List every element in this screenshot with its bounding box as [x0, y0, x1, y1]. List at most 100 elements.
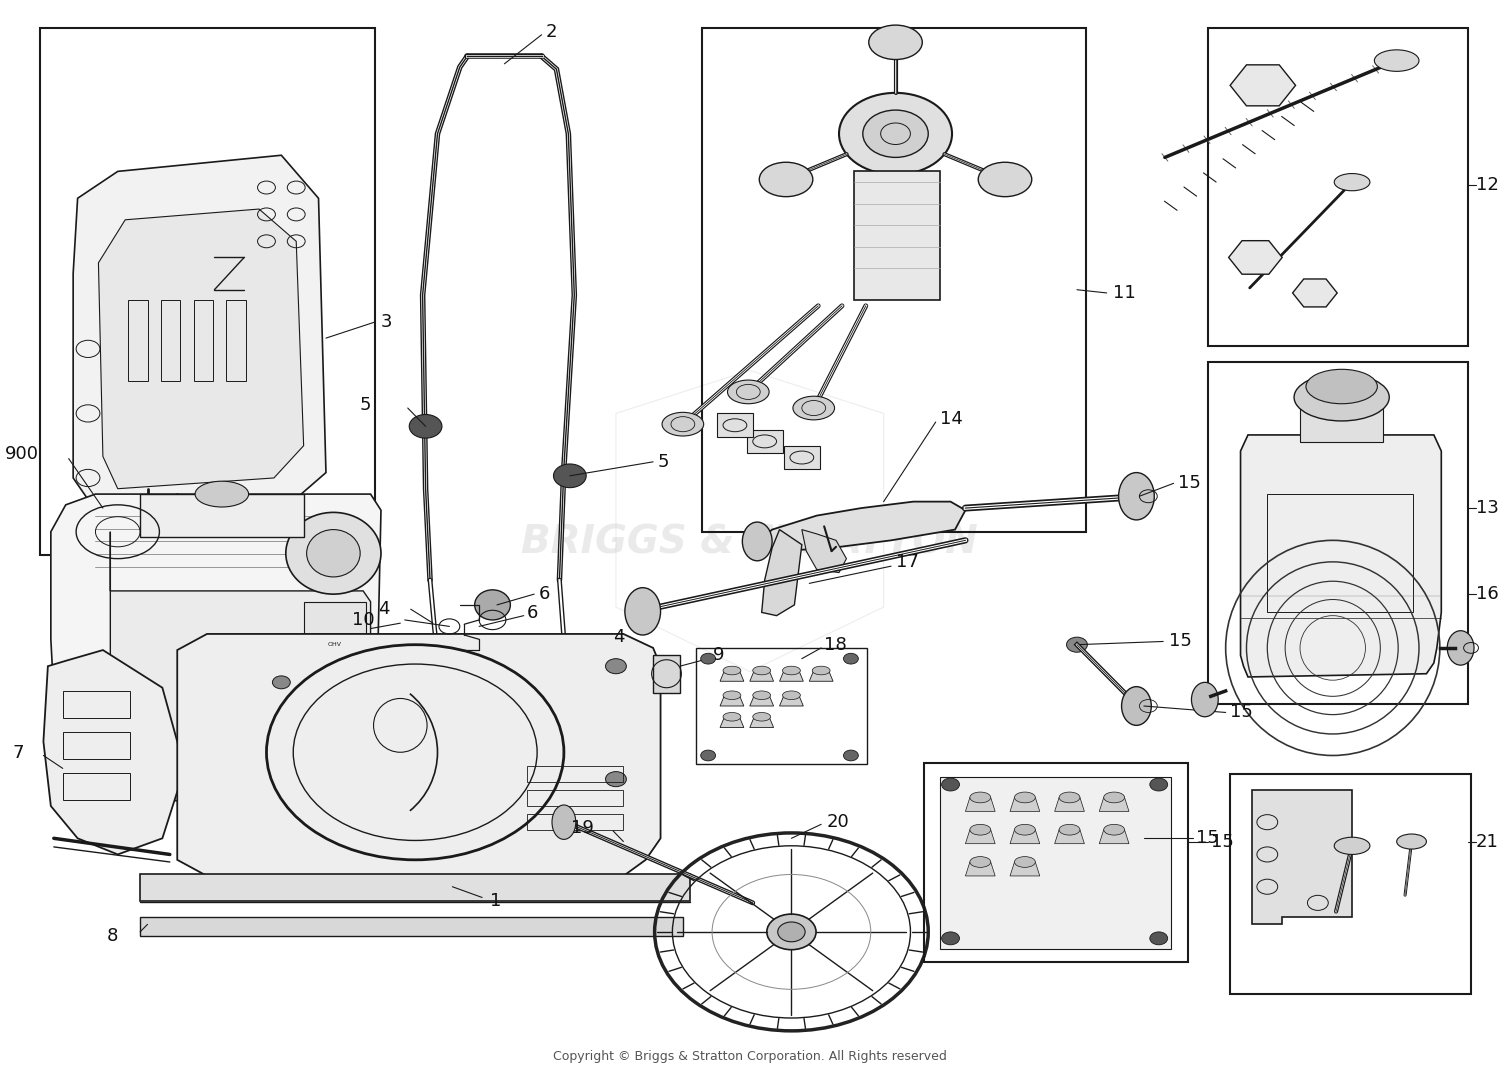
Ellipse shape [1334, 838, 1370, 855]
Ellipse shape [742, 522, 772, 561]
Ellipse shape [306, 529, 360, 577]
Ellipse shape [862, 110, 928, 157]
Ellipse shape [812, 666, 830, 675]
Polygon shape [966, 830, 994, 844]
Text: 17: 17 [896, 553, 918, 571]
Ellipse shape [783, 666, 801, 675]
Ellipse shape [273, 676, 291, 689]
Bar [924, 763, 1188, 962]
Ellipse shape [552, 805, 576, 840]
Ellipse shape [700, 653, 715, 664]
Text: 15: 15 [1196, 829, 1219, 847]
Polygon shape [1054, 797, 1084, 812]
Bar [63, 773, 129, 800]
Ellipse shape [839, 93, 952, 175]
Bar [1300, 408, 1383, 443]
Text: 10: 10 [352, 611, 375, 629]
Bar [696, 648, 867, 764]
Polygon shape [758, 501, 966, 551]
Ellipse shape [1306, 369, 1377, 404]
Ellipse shape [606, 659, 627, 674]
Ellipse shape [843, 653, 858, 664]
Ellipse shape [410, 414, 442, 438]
Text: 900: 900 [4, 445, 39, 463]
Polygon shape [51, 494, 381, 801]
Ellipse shape [474, 590, 510, 620]
Bar [526, 790, 624, 806]
Text: 20: 20 [827, 813, 850, 831]
Ellipse shape [723, 666, 741, 675]
Ellipse shape [1396, 834, 1426, 850]
Polygon shape [720, 717, 744, 728]
Ellipse shape [728, 380, 770, 404]
Ellipse shape [753, 691, 771, 700]
Polygon shape [1240, 435, 1442, 677]
Bar [717, 413, 753, 437]
Ellipse shape [1066, 637, 1088, 652]
Polygon shape [1010, 830, 1040, 844]
Ellipse shape [723, 691, 741, 700]
Text: 14: 14 [940, 410, 963, 427]
Bar [853, 171, 940, 301]
Bar [1208, 28, 1468, 346]
Text: 18: 18 [824, 636, 848, 653]
Text: 21: 21 [1476, 832, 1498, 851]
Ellipse shape [1059, 825, 1080, 835]
Ellipse shape [970, 792, 990, 803]
Text: 4: 4 [614, 628, 624, 647]
Bar [40, 28, 375, 556]
Polygon shape [720, 695, 744, 706]
Text: 13: 13 [1476, 499, 1498, 518]
Polygon shape [74, 155, 326, 521]
Ellipse shape [1448, 630, 1474, 665]
Polygon shape [802, 529, 846, 573]
Ellipse shape [1014, 856, 1035, 867]
Text: BRIGGS & STRATTON: BRIGGS & STRATTON [522, 523, 978, 562]
Text: 7: 7 [12, 744, 24, 763]
Polygon shape [750, 671, 774, 681]
Text: 4: 4 [378, 600, 390, 618]
Ellipse shape [970, 856, 990, 867]
Ellipse shape [1014, 792, 1035, 803]
Ellipse shape [1294, 373, 1389, 421]
Bar [784, 446, 819, 470]
Ellipse shape [626, 588, 660, 635]
Bar [1208, 361, 1468, 704]
Text: 11: 11 [1113, 284, 1136, 302]
Polygon shape [750, 717, 774, 728]
Text: Copyright © Briggs & Stratton Corporation. All Rights reserved: Copyright © Briggs & Stratton Corporatio… [554, 1050, 946, 1063]
Bar [1230, 774, 1472, 994]
Ellipse shape [942, 932, 960, 945]
Polygon shape [966, 797, 994, 812]
Polygon shape [1010, 797, 1040, 812]
Polygon shape [99, 209, 303, 488]
Ellipse shape [794, 396, 834, 420]
Ellipse shape [1150, 932, 1167, 945]
Ellipse shape [978, 163, 1032, 196]
Bar [940, 777, 1170, 949]
Text: 19: 19 [572, 818, 594, 837]
Polygon shape [762, 529, 802, 615]
Text: 15: 15 [1178, 474, 1202, 493]
Ellipse shape [783, 691, 801, 700]
Ellipse shape [843, 750, 858, 761]
Bar [140, 873, 690, 901]
Ellipse shape [723, 713, 741, 722]
Ellipse shape [868, 25, 922, 60]
Ellipse shape [970, 825, 990, 835]
Bar [226, 301, 246, 381]
Text: 3: 3 [381, 312, 393, 331]
Text: 8: 8 [106, 928, 118, 945]
Ellipse shape [1122, 687, 1152, 726]
Ellipse shape [753, 713, 771, 722]
Ellipse shape [195, 481, 249, 507]
Polygon shape [111, 532, 370, 784]
Bar [140, 917, 682, 936]
Polygon shape [44, 650, 184, 855]
Ellipse shape [1150, 778, 1167, 791]
Polygon shape [1252, 790, 1352, 924]
Polygon shape [750, 695, 774, 706]
Bar [140, 494, 303, 537]
Bar [702, 28, 1086, 532]
Ellipse shape [1014, 825, 1035, 835]
